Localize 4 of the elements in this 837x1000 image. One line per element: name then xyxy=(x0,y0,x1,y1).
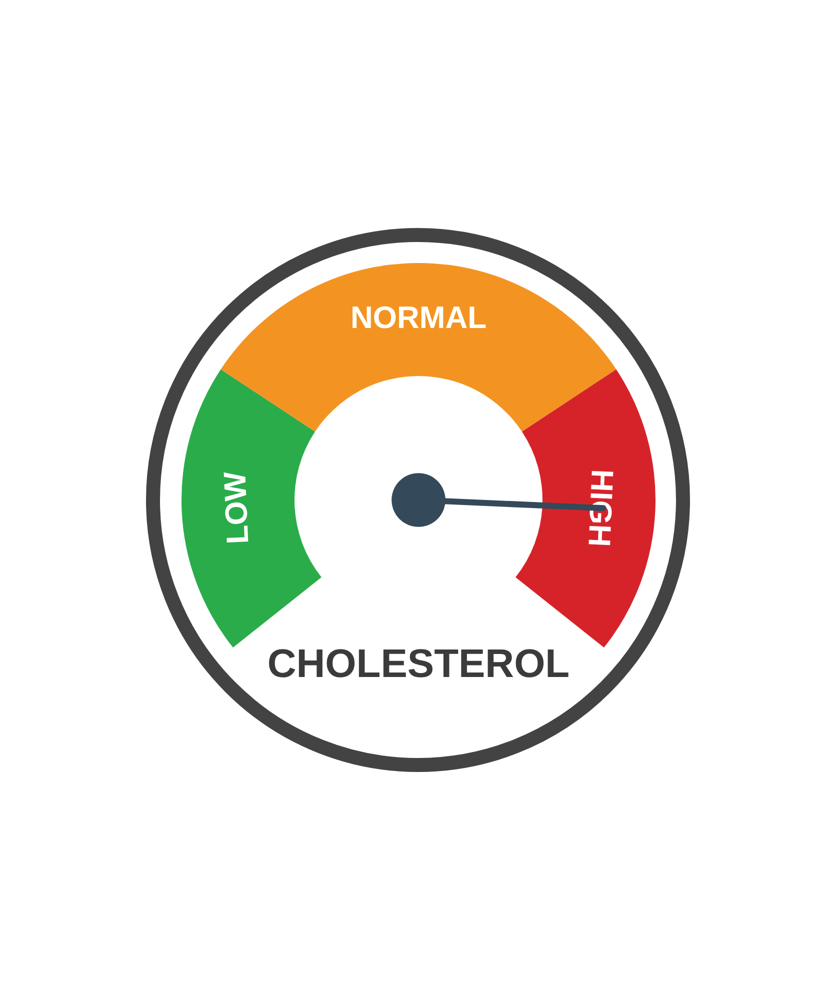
slice-label: HIGH xyxy=(582,468,620,548)
slice-label: NORMAL xyxy=(350,300,487,335)
slice-label: LOW xyxy=(217,470,256,545)
text: CHOLESTEROL xyxy=(267,642,570,686)
